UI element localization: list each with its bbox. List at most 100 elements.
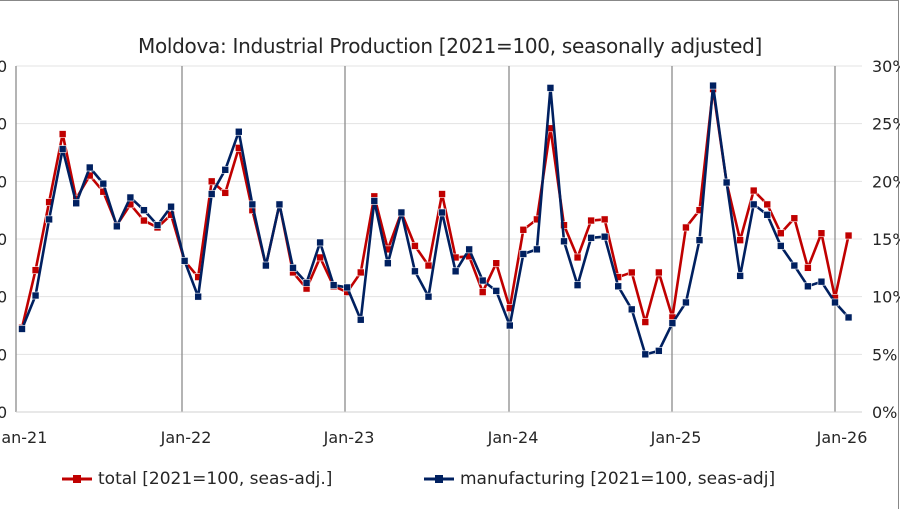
left-axis-tick-label: 0 bbox=[0, 345, 7, 364]
data-point-manufacturing bbox=[384, 259, 392, 268]
data-point-manufacturing bbox=[411, 267, 419, 276]
data-point-total bbox=[411, 242, 419, 250]
right-axis-tick-label: 5% bbox=[872, 345, 897, 364]
left-axis-tick-label: 0 bbox=[0, 115, 7, 134]
data-point-manufacturing bbox=[776, 242, 785, 250]
data-point-manufacturing bbox=[573, 281, 582, 289]
data-point-manufacturing bbox=[126, 193, 135, 202]
data-point-manufacturing bbox=[194, 292, 202, 301]
data-point-manufacturing bbox=[180, 257, 189, 265]
data-point-manufacturing bbox=[262, 261, 270, 270]
data-point-manufacturing bbox=[804, 282, 812, 291]
data-point-manufacturing bbox=[72, 199, 80, 208]
data-point-manufacturing bbox=[736, 272, 744, 280]
data-point-manufacturing bbox=[167, 202, 175, 211]
x-axis-tick-label: Jan-22 bbox=[160, 428, 212, 447]
data-point-manufacturing bbox=[85, 163, 94, 172]
data-point-manufacturing bbox=[655, 347, 663, 355]
data-point-total bbox=[763, 200, 772, 209]
data-point-manufacturing bbox=[58, 145, 67, 153]
data-point-manufacturing bbox=[99, 179, 108, 188]
data-point-manufacturing bbox=[546, 84, 555, 92]
data-point-total bbox=[587, 216, 595, 225]
right-axis-tick-label: 0% bbox=[872, 403, 897, 422]
left-axis-tick-label: 0 bbox=[0, 57, 7, 76]
data-point-manufacturing bbox=[478, 276, 487, 285]
data-point-manufacturing bbox=[248, 200, 257, 209]
data-point-manufacturing bbox=[329, 281, 338, 289]
data-point-manufacturing bbox=[451, 267, 460, 276]
data-point-manufacturing bbox=[397, 208, 406, 217]
data-point-manufacturing bbox=[682, 298, 690, 307]
data-point-manufacturing bbox=[519, 250, 528, 258]
data-point-total bbox=[316, 253, 324, 262]
x-axis-tick-label: Jan-23 bbox=[323, 428, 375, 447]
x-axis-tick-label: Jan-25 bbox=[650, 428, 702, 447]
data-point-manufacturing bbox=[356, 315, 365, 324]
data-point-total bbox=[31, 266, 40, 274]
data-point-total bbox=[790, 214, 799, 223]
data-point-manufacturing bbox=[438, 208, 446, 217]
right-axis-tick-label: 20% bbox=[872, 172, 900, 191]
data-point-manufacturing bbox=[587, 234, 595, 242]
data-point-total bbox=[424, 261, 433, 270]
data-point-total bbox=[736, 236, 744, 244]
legend-label-total: total [2021=100, seas-adj.] bbox=[98, 469, 333, 489]
data-point-manufacturing bbox=[207, 190, 216, 198]
data-point-manufacturing bbox=[763, 210, 772, 219]
right-axis-tick-label: 15% bbox=[872, 230, 900, 249]
data-point-manufacturing bbox=[560, 237, 568, 246]
data-point-total bbox=[519, 225, 528, 234]
data-point-manufacturing bbox=[153, 221, 162, 229]
line-chart: 0% 5% 10% 15% 20% 25% 30% 0 0 0 0 0 0 0 Jan-21 Jan-22 Ja… bbox=[0, 57, 900, 447]
right-axis-tick-label: 30% bbox=[872, 57, 900, 76]
data-point-total bbox=[221, 189, 230, 197]
right-axis-tick-label: 25% bbox=[872, 115, 900, 134]
data-point-manufacturing bbox=[695, 236, 704, 244]
data-point-total bbox=[749, 186, 758, 195]
data-point-manufacturing bbox=[749, 200, 758, 209]
left-axis-tick-label: 0 bbox=[0, 172, 7, 191]
data-point-manufacturing bbox=[492, 287, 501, 295]
data-point-manufacturing bbox=[844, 313, 853, 322]
data-point-total bbox=[776, 229, 785, 238]
left-axis-tick-label: 0 bbox=[0, 288, 7, 307]
data-point-total bbox=[600, 215, 609, 224]
legend-marker-manufacturing bbox=[424, 475, 454, 483]
legend-marker-total bbox=[62, 475, 92, 483]
x-axis-tick-label: Jan-24 bbox=[487, 428, 539, 447]
data-point-manufacturing bbox=[31, 291, 40, 300]
data-point-manufacturing bbox=[370, 197, 379, 205]
data-point-manufacturing bbox=[18, 325, 26, 333]
data-point-manufacturing bbox=[113, 222, 121, 231]
left-axis-tick-label: 0 bbox=[0, 230, 7, 249]
data-point-manufacturing bbox=[235, 127, 243, 136]
legend-label-manufacturing: manufacturing [2021=100, seas-adj] bbox=[460, 469, 776, 489]
chart-title: Moldova: Industrial Production [2021=100… bbox=[138, 34, 762, 58]
data-point-manufacturing bbox=[275, 200, 284, 209]
data-point-manufacturing bbox=[302, 279, 311, 287]
data-point-manufacturing bbox=[600, 232, 609, 241]
data-point-manufacturing bbox=[316, 238, 324, 247]
data-point-total bbox=[641, 318, 650, 326]
data-point-total bbox=[356, 268, 365, 277]
data-point-total bbox=[844, 231, 853, 240]
data-point-total bbox=[140, 216, 148, 225]
data-point-manufacturing bbox=[817, 277, 826, 286]
data-point-total bbox=[492, 259, 501, 268]
data-point-manufacturing bbox=[533, 245, 541, 254]
data-point-manufacturing bbox=[465, 245, 473, 254]
left-axis-tick-label: 0 bbox=[0, 403, 7, 422]
data-point-total bbox=[627, 268, 636, 277]
data-point-total bbox=[817, 229, 826, 238]
data-point-manufacturing bbox=[289, 264, 297, 272]
data-point-manufacturing bbox=[627, 305, 636, 314]
data-point-manufacturing bbox=[140, 206, 148, 214]
data-point-manufacturing bbox=[709, 81, 717, 90]
data-point-total bbox=[58, 130, 67, 138]
right-axis-tick-label: 10% bbox=[872, 288, 900, 307]
data-point-total bbox=[207, 177, 216, 186]
legend-item-manufacturing: manufacturing [2021=100, seas-adj] bbox=[424, 469, 775, 489]
legend-item-total: total [2021=100, seas-adj.] bbox=[62, 469, 332, 489]
